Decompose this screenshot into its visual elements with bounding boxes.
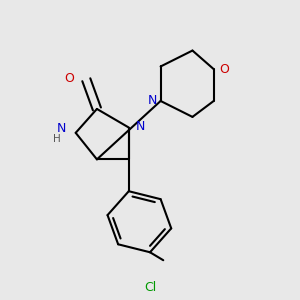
Text: H: H xyxy=(53,134,61,144)
Text: O: O xyxy=(64,72,74,85)
Text: N: N xyxy=(135,120,145,133)
Text: N: N xyxy=(147,94,157,107)
Text: O: O xyxy=(219,63,229,76)
Text: Cl: Cl xyxy=(144,281,156,295)
Text: N: N xyxy=(57,122,66,135)
